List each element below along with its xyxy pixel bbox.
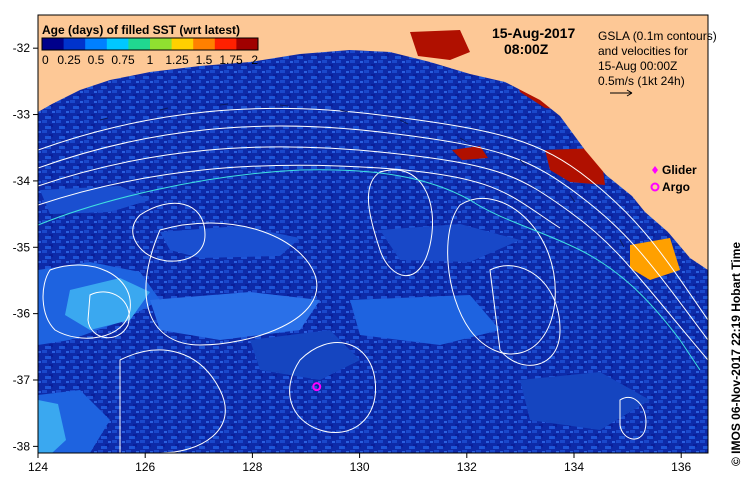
colorbar-tick-label: 2 [251, 53, 258, 67]
colorbar-swatch [85, 38, 108, 50]
age-patch [150, 292, 320, 340]
marker-legend: Glider Argo [650, 163, 697, 194]
date-label: 15-Aug-2017 [492, 25, 575, 41]
x-tick-label: 126 [135, 460, 155, 474]
y-tick-label: -32 [13, 41, 31, 55]
x-tick-label: 128 [242, 460, 262, 474]
colorbar-tick-label: 1 [147, 53, 154, 67]
old-sst-patch [630, 238, 680, 280]
colorbar-swatch [42, 38, 65, 50]
gsla-note: GSLA (0.1m contours) and velocities for … [598, 29, 717, 97]
colorbar-swatch [214, 38, 237, 50]
colorbar-tick-label: 1.25 [165, 53, 189, 67]
age-patch [380, 224, 520, 262]
colorbar-swatch [150, 38, 173, 50]
map-plot-area [38, 15, 708, 453]
argo-icon [650, 182, 660, 192]
x-tick-label: 132 [457, 460, 477, 474]
time-label: 08:00Z [504, 41, 549, 57]
y-tick-label: -36 [13, 307, 31, 321]
glider-track [38, 169, 701, 371]
colorbar-swatch [63, 38, 86, 50]
age-patch [350, 295, 500, 345]
land-mass [38, 15, 708, 270]
x-tick-label: 130 [350, 460, 370, 474]
y-axis: -32 -33 -34 -35 -36 -37 -38 [13, 41, 38, 453]
old-sst-patch [452, 146, 488, 160]
gsla-line: and velocities for [598, 44, 688, 58]
plot-frame [37, 14, 709, 454]
colorbar-title: Age (days) of filled SST (wrt latest) [42, 23, 240, 37]
glider-legend-label: Glider [662, 163, 697, 177]
colorbar-swatch [106, 38, 129, 50]
y-tick-label: -34 [13, 174, 31, 188]
y-tick-label: -38 [13, 439, 31, 453]
colorbar-swatch [236, 38, 259, 50]
argo-legend-label: Argo [662, 180, 690, 194]
x-tick-label: 124 [28, 460, 48, 474]
age-patch [40, 186, 150, 214]
gsla-line: 0.5m/s (1kt 24h) [598, 74, 685, 88]
colorbar-swatch [128, 38, 151, 50]
gsla-line: 15-Aug 00:00Z [598, 59, 677, 73]
colorbar-frame [41, 37, 259, 51]
velocity-vectors [99, 103, 625, 248]
gsla-line: GSLA (0.1m contours) [598, 29, 717, 43]
colorbar-tick-label: 0.75 [111, 53, 135, 67]
x-axis: 124 126 128 130 132 134 136 [28, 453, 692, 474]
colorbar-tick-label: 1.75 [219, 53, 243, 67]
y-tick-label: -33 [13, 108, 31, 122]
colorbar-tick-label: 0 [42, 53, 49, 67]
scale-arrowhead-icon [626, 89, 633, 97]
x-tick-label: 136 [671, 460, 691, 474]
gsla-contours [38, 107, 708, 453]
colorbar-tick-label: 0.5 [88, 53, 105, 67]
colorbar-tick-label: 0.25 [57, 53, 81, 67]
x-tick-label: 134 [564, 460, 584, 474]
colorbar-swatch [171, 38, 194, 50]
age-patch [520, 372, 650, 430]
old-sst-coastal [410, 30, 470, 60]
old-sst-patch [545, 148, 605, 185]
glider-icon [652, 166, 658, 174]
y-tick-label: -37 [13, 373, 31, 387]
argo-float-marker[interactable] [312, 382, 322, 392]
colorbar-tick-label: 1.5 [196, 53, 213, 67]
age-patch [38, 400, 66, 453]
y-tick-label: -35 [13, 240, 31, 254]
colorbar-swatch [193, 38, 216, 50]
colorbar-swatches [42, 38, 259, 50]
credit-label: © IMOS 06-Nov-2017 22:19 Hobart Time [729, 242, 743, 466]
age-patch [160, 226, 300, 258]
colorbar-labels: 0 0.25 0.5 0.75 1 1.25 1.5 1.75 2 [42, 53, 258, 67]
